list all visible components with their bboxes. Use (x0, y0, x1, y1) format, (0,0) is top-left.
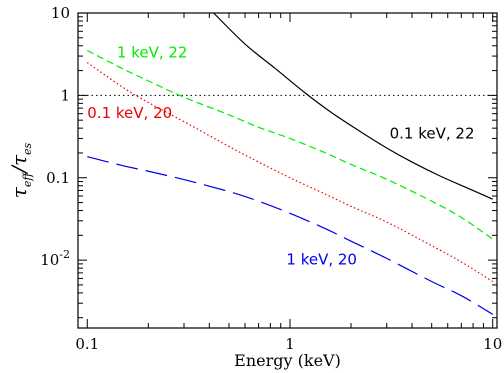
y-tick-label: 1 (60, 86, 70, 104)
series-line-0 (213, 13, 493, 200)
x-axis-label: Energy (keV) (234, 351, 341, 370)
annotation-label-2: 0.1 keV, 22 (390, 124, 475, 142)
axis-ticks (78, 12, 497, 328)
y-axis-label-text: τeff/τes (7, 142, 34, 198)
plot-area (77, 12, 498, 329)
y-tick-label: 10 (51, 4, 70, 22)
series-line-3 (87, 156, 494, 315)
tick-labels: 0.1 1 10 10-2 0.1 1 10 (40, 4, 502, 353)
series-line-1 (87, 50, 494, 240)
annotations: 1 keV, 22 0.1 keV, 20 0.1 keV, 22 1 keV, 20 (87, 43, 474, 268)
y-axis-label: τeff/τes (7, 142, 34, 198)
series-group (86, 13, 494, 315)
annotation-label-3: 1 keV, 20 (286, 251, 357, 269)
x-tick-label: 1 (285, 335, 295, 353)
x-tick-label: 0.1 (75, 335, 99, 353)
y-tick-label: 10-2 (40, 248, 70, 269)
y-tick-label: 0.1 (46, 169, 70, 187)
annotation-label-0: 1 keV, 22 (117, 43, 188, 61)
series-line-2 (86, 62, 494, 283)
x-tick-label: 10 (483, 335, 502, 353)
annotation-label-1: 0.1 keV, 20 (87, 104, 172, 122)
